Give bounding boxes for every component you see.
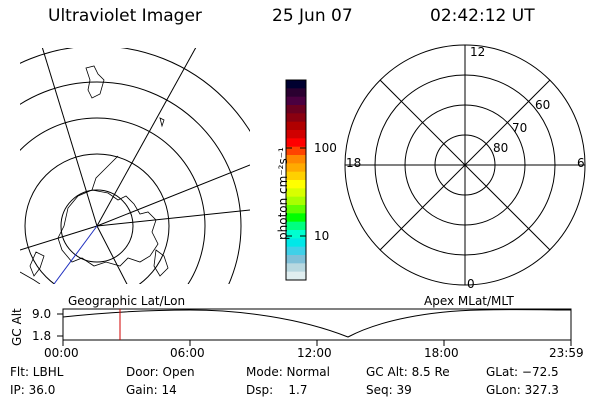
status-ip: IP: 36.0	[10, 383, 56, 397]
timeline-panel	[57, 308, 572, 346]
geo-meridian	[96, 225, 128, 284]
status-mode: Mode: Normal	[246, 365, 330, 379]
colorbar-band	[286, 213, 306, 223]
continent-outline	[57, 189, 159, 267]
orbit-track	[53, 225, 98, 284]
status-gain: Gain: 14	[126, 383, 177, 397]
timeline-xtick-label: 18:00	[424, 346, 459, 360]
apex-mlt-line	[379, 79, 551, 251]
continent-outline	[20, 271, 41, 284]
colorbar-band	[286, 230, 306, 239]
timeline-xtick-label: 06:00	[170, 346, 205, 360]
mlat-label-60: 60	[535, 98, 551, 112]
status-seq: Seq: 39	[366, 383, 412, 397]
colorbar-band	[286, 163, 306, 173]
colorbar-band	[286, 246, 306, 256]
date-label: 25 Jun 07	[272, 6, 353, 26]
colorbar-band	[286, 146, 306, 156]
colorbar-band	[286, 196, 306, 206]
status-glon: GLon: 327.3	[486, 383, 559, 397]
continent-outline	[85, 65, 105, 99]
geo-meridian	[20, 225, 98, 251]
colorbar-band	[286, 238, 306, 248]
geo-meridian	[96, 48, 197, 227]
timeline-ytick-label: 9.0	[32, 307, 52, 321]
continent-outline	[91, 155, 119, 191]
geo-lat-circle	[20, 48, 250, 133]
geo-meridian	[96, 209, 250, 227]
timeline-right-title: Apex MLat/MLT	[424, 294, 514, 308]
instrument-title: Ultraviolet Imager	[48, 6, 202, 26]
mlt-label-6: 6	[577, 156, 585, 170]
mlt-label-12: 12	[470, 45, 486, 59]
colorbar-band	[286, 105, 306, 114]
colorbar	[285, 79, 307, 281]
timeline-left-title: Geographic Lat/Lon	[68, 294, 186, 308]
geo-meridian	[96, 164, 250, 227]
mlat-label-70: 70	[512, 121, 528, 135]
colorbar-frame	[285, 79, 307, 281]
mlt-label-18: 18	[346, 156, 362, 170]
colorbar-band	[286, 138, 306, 148]
timeline-ytick-label: 1.8	[32, 329, 52, 343]
status-door: Door: Open	[126, 365, 195, 379]
mlt-label-0: 0	[467, 277, 475, 291]
colorbar-band	[286, 113, 306, 123]
geo-lat-circle	[20, 81, 242, 284]
colorbar-band	[286, 180, 306, 189]
colorbar-band	[286, 121, 306, 131]
status-filter: Flt: LBHL	[10, 365, 64, 379]
geo-lat-circle	[60, 189, 134, 263]
geo-lat-circle	[20, 117, 206, 284]
time-label: 02:42:12 UT	[430, 6, 535, 26]
timeline-xtick-label: 12:00	[297, 346, 332, 360]
colorbar-band	[286, 130, 306, 139]
status-gc-alt: GC Alt: 8.5 Re	[366, 365, 450, 379]
colorbar-band	[286, 155, 306, 164]
colorbar-band	[286, 205, 306, 214]
timeline-y-label: GC Alt	[10, 308, 24, 346]
colorbar-band	[286, 271, 306, 281]
status-dsp: Dsp: 1.7	[246, 383, 308, 397]
mlat-label-80: 80	[493, 141, 509, 155]
colorbar-band	[286, 221, 306, 231]
colorbar-band	[286, 188, 306, 198]
status-glat: GLat: −72.5	[486, 365, 559, 379]
colorbar-tick-label: 10	[314, 229, 330, 243]
colorbar-band	[286, 80, 306, 89]
continent-outline	[153, 249, 169, 277]
colorbar-unit-label: photon cm⁻²s⁻¹	[276, 147, 290, 240]
continent-outline	[29, 251, 45, 277]
geo-lat-circle	[24, 153, 170, 284]
colorbar-band	[286, 171, 306, 181]
colorbar-band	[286, 255, 306, 264]
continent-outline	[159, 117, 165, 128]
colorbar-band	[286, 96, 306, 106]
timeline-frame	[62, 308, 572, 341]
timeline-xtick-label: 23:59	[549, 346, 584, 360]
colorbar-band	[286, 263, 306, 273]
apex-plot	[344, 44, 586, 286]
colorbar-band	[286, 88, 306, 98]
colorbar-tick-label: 100	[314, 141, 337, 155]
geo-meridian	[41, 48, 98, 227]
altitude-curve	[62, 309, 572, 338]
timeline-xtick-label: 00:00	[44, 346, 79, 360]
